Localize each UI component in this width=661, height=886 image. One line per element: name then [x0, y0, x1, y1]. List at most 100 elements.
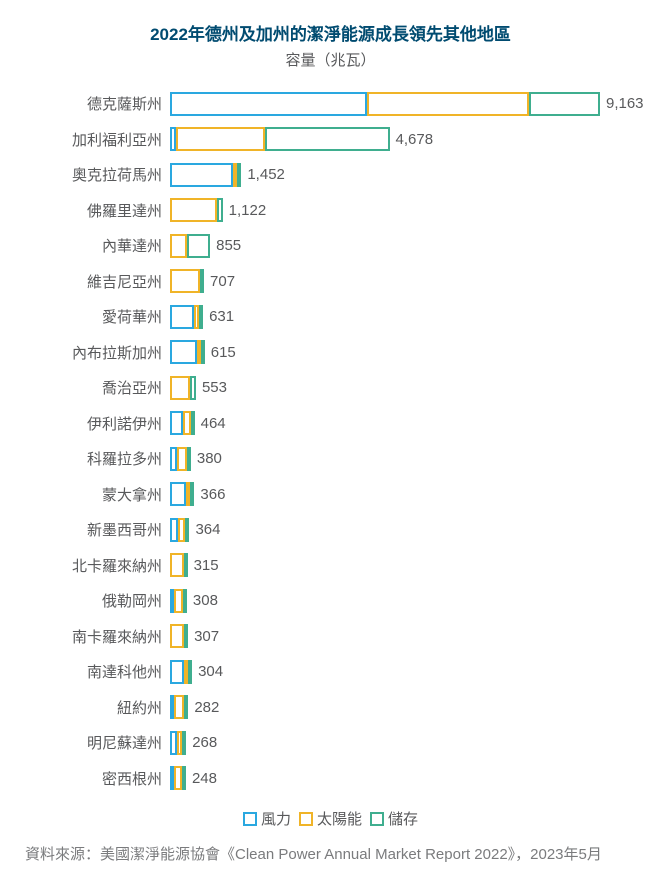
row-value: 366 — [200, 486, 225, 503]
bar-segment-wind — [170, 482, 186, 506]
legend-label: 儲存 — [388, 808, 418, 829]
bar-wrap: 855 — [170, 233, 636, 259]
chart-row: 德克薩斯州9,163 — [25, 86, 636, 122]
bar-segment-solar — [174, 766, 182, 790]
bar-segment-storage — [184, 553, 188, 577]
chart-row: 南卡羅來納州307 — [25, 619, 636, 655]
legend-label: 太陽能 — [317, 808, 362, 829]
row-label: 俄勒岡州 — [25, 590, 170, 611]
row-value: 315 — [194, 557, 219, 574]
row-label: 愛荷華州 — [25, 306, 170, 327]
bar-wrap: 4,678 — [170, 126, 636, 152]
chart-row: 科羅拉多州380 — [25, 441, 636, 477]
row-label: 明尼蘇達州 — [25, 732, 170, 753]
bar-segment-solar — [183, 411, 191, 435]
row-value: 1,452 — [247, 166, 285, 183]
bar-segment-storage — [529, 92, 600, 116]
bar-segment-wind — [170, 340, 197, 364]
bar-segment-wind — [170, 518, 178, 542]
bar-wrap: 1,122 — [170, 197, 636, 223]
bar-wrap: 553 — [170, 375, 636, 401]
bar-segment-wind — [170, 305, 194, 329]
bar-wrap: 304 — [170, 659, 636, 685]
row-value: 464 — [201, 415, 226, 432]
bar-segment-solar — [174, 589, 183, 613]
row-label: 奧克拉荷馬州 — [25, 164, 170, 185]
bar-wrap: 1,452 — [170, 162, 636, 188]
bar-segment-solar — [178, 518, 185, 542]
chart-row: 愛荷華州 631 — [25, 299, 636, 335]
row-label: 新墨西哥州 — [25, 519, 170, 540]
bar-segment-storage — [265, 127, 390, 151]
bar-segment-solar — [367, 92, 529, 116]
chart-row: 明尼蘇達州268 — [25, 725, 636, 761]
row-value: 282 — [194, 699, 219, 716]
row-value: 707 — [210, 273, 235, 290]
bar-segment-solar — [170, 376, 190, 400]
bar-wrap: 464 — [170, 410, 636, 436]
bar-segment-storage — [187, 447, 191, 471]
bar-wrap: 380 — [170, 446, 636, 472]
chart-row: 佛羅里達州 1,122 — [25, 193, 636, 229]
chart-title: 2022年德州及加州的潔淨能源成長領先其他地區 — [25, 20, 636, 45]
bar-segment-storage — [187, 234, 210, 258]
bar-segment-storage — [183, 589, 187, 613]
row-value: 1,122 — [229, 202, 267, 219]
row-label: 維吉尼亞州 — [25, 271, 170, 292]
row-value: 553 — [202, 379, 227, 396]
bar-wrap: 248 — [170, 765, 636, 791]
source-citation: 資料來源：美國潔淨能源協會《Clean Power Annual Market … — [25, 844, 636, 867]
bar-segment-solar — [170, 553, 184, 577]
chart-row: 奧克拉荷馬州 1,452 — [25, 157, 636, 193]
row-value: 855 — [216, 237, 241, 254]
bar-wrap: 308 — [170, 588, 636, 614]
chart-row: 北卡羅來納州 315 — [25, 548, 636, 584]
row-label: 蒙大拿州 — [25, 484, 170, 505]
bar-segment-storage — [188, 660, 192, 684]
bar-wrap: 631 — [170, 304, 636, 330]
row-label: 喬治亞州 — [25, 377, 170, 398]
row-value: 308 — [193, 592, 218, 609]
bar-segment-wind — [170, 447, 177, 471]
bar-segment-storage — [185, 518, 189, 542]
bar-wrap: 364 — [170, 517, 636, 543]
row-label: 加利福利亞州 — [25, 129, 170, 150]
row-label: 科羅拉多州 — [25, 448, 170, 469]
bar-segment-solar — [170, 198, 217, 222]
row-value: 307 — [194, 628, 219, 645]
bar-wrap: 615 — [170, 339, 636, 365]
row-label: 南達科他州 — [25, 661, 170, 682]
bar-segment-storage — [217, 198, 223, 222]
bar-segment-storage — [184, 695, 188, 719]
row-value: 364 — [195, 521, 220, 538]
bar-chart: 德克薩斯州9,163加利福利亞州4,678奧克拉荷馬州1,452佛羅里達州1,1… — [25, 86, 636, 796]
chart-subtitle: 容量（兆瓦） — [25, 49, 636, 70]
row-value: 631 — [209, 308, 234, 325]
row-label: 北卡羅來納州 — [25, 555, 170, 576]
chart-row: 紐約州282 — [25, 690, 636, 726]
row-label: 密西根州 — [25, 768, 170, 789]
legend-swatch-icon — [370, 812, 384, 826]
legend-item-solar: 太陽能 — [299, 808, 362, 829]
row-value: 304 — [198, 663, 223, 680]
chart-row: 維吉尼亞州 707 — [25, 264, 636, 300]
row-value: 9,163 — [606, 95, 644, 112]
bar-wrap: 366 — [170, 481, 636, 507]
legend-item-storage: 儲存 — [370, 808, 418, 829]
bar-segment-solar — [174, 695, 184, 719]
legend-swatch-icon — [299, 812, 313, 826]
chart-row: 喬治亞州 553 — [25, 370, 636, 406]
chart-row: 伊利諾伊州464 — [25, 406, 636, 442]
legend-label: 風力 — [261, 808, 291, 829]
bar-wrap: 282 — [170, 694, 636, 720]
bar-wrap: 268 — [170, 730, 636, 756]
row-label: 佛羅里達州 — [25, 200, 170, 221]
bar-segment-wind — [170, 163, 233, 187]
bar-segment-storage — [199, 305, 203, 329]
bar-segment-storage — [190, 376, 196, 400]
bar-segment-wind — [170, 92, 367, 116]
bar-segment-storage — [190, 482, 194, 506]
chart-row: 加利福利亞州4,678 — [25, 122, 636, 158]
bar-segment-storage — [200, 269, 204, 293]
row-value: 615 — [211, 344, 236, 361]
